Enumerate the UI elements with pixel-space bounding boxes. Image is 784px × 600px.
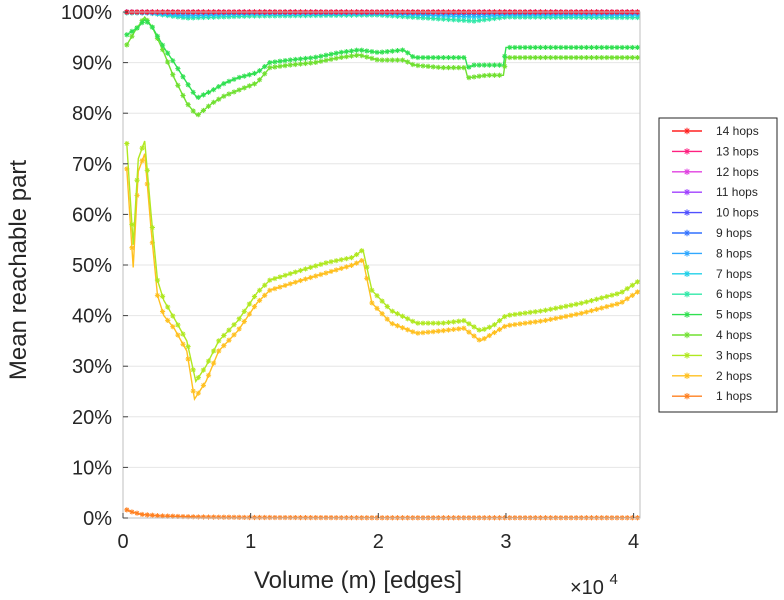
legend-item: 13 hops (672, 144, 759, 158)
legend-marker (683, 372, 691, 379)
legend-item: 4 hops (672, 328, 752, 342)
series-markers (124, 19, 641, 100)
legend-marker (683, 291, 691, 298)
legend-box (658, 117, 778, 413)
y-tick-label: 30% (72, 356, 112, 378)
legend-item: 12 hops (672, 165, 759, 179)
x-axis-multiplier-exponent: 4 (610, 571, 618, 588)
x-tick-label: 4 (628, 531, 639, 553)
legend-marker (683, 229, 691, 237)
legend-label: 11 hops (716, 185, 758, 199)
x-tick-label: 2 (373, 531, 384, 553)
legend-label: 14 hops (716, 124, 759, 138)
x-axis: 0 1 2 3 4 (117, 513, 639, 553)
x-axis-multiplier: ×10 4 (570, 571, 618, 599)
legend-label: 3 hops (716, 348, 752, 362)
legend-label: 4 hops (716, 328, 752, 342)
legend-item: 9 hops (672, 226, 752, 240)
x-axis-multiplier-base: ×10 (570, 577, 604, 599)
legend-label: 7 hops (716, 267, 752, 281)
legend-marker (683, 250, 691, 257)
x-tick-label: 1 (245, 531, 256, 553)
legend-label: 9 hops (716, 226, 752, 240)
series-5-hops (124, 18, 641, 100)
legend-marker (683, 331, 691, 339)
legend-item: 3 hops (672, 348, 752, 362)
legend-marker (683, 168, 691, 175)
y-tick-label: 20% (72, 407, 112, 429)
y-tick-label: 50% (72, 255, 112, 277)
legend-item: 5 hops (672, 308, 752, 322)
y-tick-label: 100% (61, 2, 112, 24)
legend-marker (683, 393, 691, 400)
legend-label: 12 hops (716, 165, 759, 179)
series-markers (124, 158, 641, 396)
y-tick-label: 10% (72, 457, 112, 479)
legend-item: 8 hops (672, 246, 752, 260)
x-tick-label: 0 (117, 531, 128, 553)
legend-item: 1 hops (672, 389, 752, 403)
y-tick-label: 70% (72, 154, 112, 176)
legend-label: 6 hops (716, 287, 752, 301)
x-tick-label: 3 (500, 531, 511, 553)
legend-marker (683, 311, 691, 318)
legend-item: 7 hops (672, 267, 752, 281)
legend-label: 13 hops (716, 144, 759, 158)
y-tick-label: 90% (72, 53, 112, 75)
legend-item: 2 hops (672, 369, 752, 383)
legend-item: 10 hops (672, 206, 759, 220)
series-3-hops (124, 140, 641, 384)
series-4-hops (124, 15, 641, 118)
legend-item: 14 hops (672, 124, 759, 138)
legend-item: 11 hops (672, 185, 758, 199)
y-tick-label: 60% (72, 204, 112, 226)
y-tick-label: 0% (83, 508, 112, 530)
legend-marker (683, 148, 691, 155)
y-axis-label: Mean reachable part (5, 160, 32, 380)
legend-marker (683, 270, 691, 277)
y-axis: 0% 10% 20% 30% 40% 50% 60% 70% 80% 90% 100% (61, 2, 128, 530)
legend-marker (683, 209, 691, 216)
series-markers (124, 17, 641, 118)
x-axis-label: Volume (m) [edges] (254, 567, 462, 594)
y-tick-label: 80% (72, 103, 112, 125)
legend-marker (683, 189, 691, 196)
legend-label: 5 hops (716, 308, 752, 322)
legend: 14 hops 13 hops 12 hops 11 hops 10 hops 9 hop… (658, 117, 778, 413)
series-markers (124, 140, 641, 381)
series-2-hops (124, 153, 641, 402)
legend-label: 10 hops (716, 206, 759, 220)
legend-marker (683, 352, 691, 359)
legend-label: 1 hops (716, 389, 752, 403)
legend-marker (683, 127, 691, 135)
y-tick-label: 40% (72, 306, 112, 328)
legend-label: 8 hops (716, 246, 752, 260)
legend-label: 2 hops (716, 369, 752, 383)
legend-item: 6 hops (672, 287, 752, 301)
